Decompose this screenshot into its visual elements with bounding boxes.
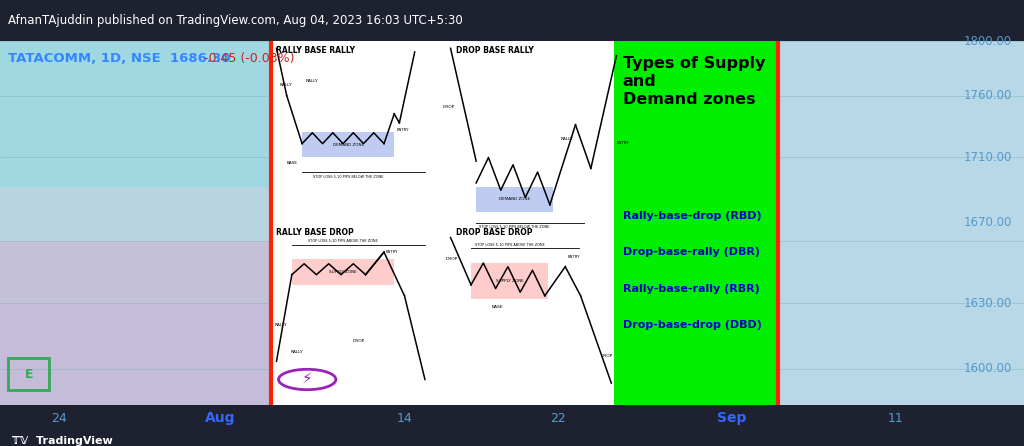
Text: RALLY BASE DROP: RALLY BASE DROP <box>276 228 354 237</box>
Text: ENTRY: ENTRY <box>567 256 580 260</box>
Text: SUPPLY ZONE: SUPPLY ZONE <box>329 270 357 274</box>
Bar <box>0 434 1024 446</box>
Text: RALLY: RALLY <box>560 137 572 141</box>
Text: Aug: Aug <box>205 411 236 425</box>
Text: 22: 22 <box>550 412 566 425</box>
Text: DEMAND ZONE: DEMAND ZONE <box>499 197 530 201</box>
Text: 𝕋𝕍  TradingView: 𝕋𝕍 TradingView <box>12 436 113 446</box>
Text: ENTRY: ENTRY <box>396 128 409 132</box>
Text: Sep: Sep <box>718 411 746 425</box>
Text: DROP: DROP <box>442 104 455 108</box>
Bar <box>614 41 778 405</box>
Text: ENTRY: ENTRY <box>616 141 629 145</box>
Text: DROP BASE RALLY: DROP BASE RALLY <box>456 46 534 55</box>
Text: STOP LOSS 5-10 PIPS ABOVE THE ZONE: STOP LOSS 5-10 PIPS ABOVE THE ZONE <box>308 239 378 243</box>
Text: 1670.00: 1670.00 <box>964 216 1012 230</box>
Text: Drop-base-rally (DBR): Drop-base-rally (DBR) <box>623 247 760 257</box>
Text: ⚡: ⚡ <box>302 371 312 386</box>
Text: DEMAND ZONE: DEMAND ZONE <box>333 143 364 147</box>
Text: E: E <box>25 368 33 380</box>
Text: SUPPLY ZONE: SUPPLY ZONE <box>496 279 523 283</box>
Text: DROP: DROP <box>601 354 613 358</box>
Text: RALLY: RALLY <box>280 83 292 87</box>
Text: RALLY: RALLY <box>274 323 287 327</box>
Bar <box>302 132 394 157</box>
Text: DROP: DROP <box>445 257 458 261</box>
Bar <box>0 186 1024 241</box>
Text: DROP BASE DROP: DROP BASE DROP <box>456 228 532 237</box>
Text: DROP: DROP <box>352 339 365 343</box>
Bar <box>0 41 1024 186</box>
Text: 1600.00: 1600.00 <box>964 362 1012 375</box>
Text: BASE: BASE <box>287 161 298 165</box>
Text: 1630.00: 1630.00 <box>964 297 1012 310</box>
Text: 14: 14 <box>396 412 413 425</box>
Bar <box>476 186 553 212</box>
Text: RALLY: RALLY <box>291 351 303 355</box>
Text: Rally-base-rally (RBR): Rally-base-rally (RBR) <box>623 284 760 293</box>
Text: Types of Supply
and
Demand zones: Types of Supply and Demand zones <box>623 56 765 107</box>
Text: STOP LOSS 5-10 PIPS BELOW THE ZONE: STOP LOSS 5-10 PIPS BELOW THE ZONE <box>313 175 383 179</box>
Bar <box>471 263 548 299</box>
Text: AfnanTAjuddin published on TradingView.com, Aug 04, 2023 16:03 UTC+5:30: AfnanTAjuddin published on TradingView.c… <box>8 14 463 27</box>
Text: 24: 24 <box>51 412 68 425</box>
Text: 1760.00: 1760.00 <box>964 89 1012 102</box>
Text: 1800.00: 1800.00 <box>964 34 1012 48</box>
Text: RALLY: RALLY <box>306 79 318 83</box>
Text: STOP LOSS 5-10 PIPS ABOVE THE ZONE: STOP LOSS 5-10 PIPS ABOVE THE ZONE <box>474 243 545 247</box>
Bar <box>0 303 1024 405</box>
Bar <box>778 41 1024 405</box>
Text: BASE: BASE <box>492 305 503 309</box>
Bar <box>292 260 394 285</box>
Text: 11: 11 <box>888 412 904 425</box>
Text: Drop-base-drop (DBD): Drop-base-drop (DBD) <box>623 320 762 330</box>
Bar <box>8 358 49 390</box>
Text: TATACOMM, 1D, NSE  1686.30: TATACOMM, 1D, NSE 1686.30 <box>8 52 230 65</box>
Text: ENTRY: ENTRY <box>386 250 398 254</box>
Text: 1710.00: 1710.00 <box>964 151 1012 164</box>
Text: RALLY BASE RALLY: RALLY BASE RALLY <box>276 46 355 55</box>
Text: Rally-base-drop (RBD): Rally-base-drop (RBD) <box>623 211 761 221</box>
Bar <box>271 41 614 405</box>
Text: STOP LOSS 5-10 PIPS BELOW THE ZONE: STOP LOSS 5-10 PIPS BELOW THE ZONE <box>479 225 550 229</box>
Bar <box>0 241 1024 303</box>
Text: -0.45 (-0.03%): -0.45 (-0.03%) <box>200 52 294 65</box>
